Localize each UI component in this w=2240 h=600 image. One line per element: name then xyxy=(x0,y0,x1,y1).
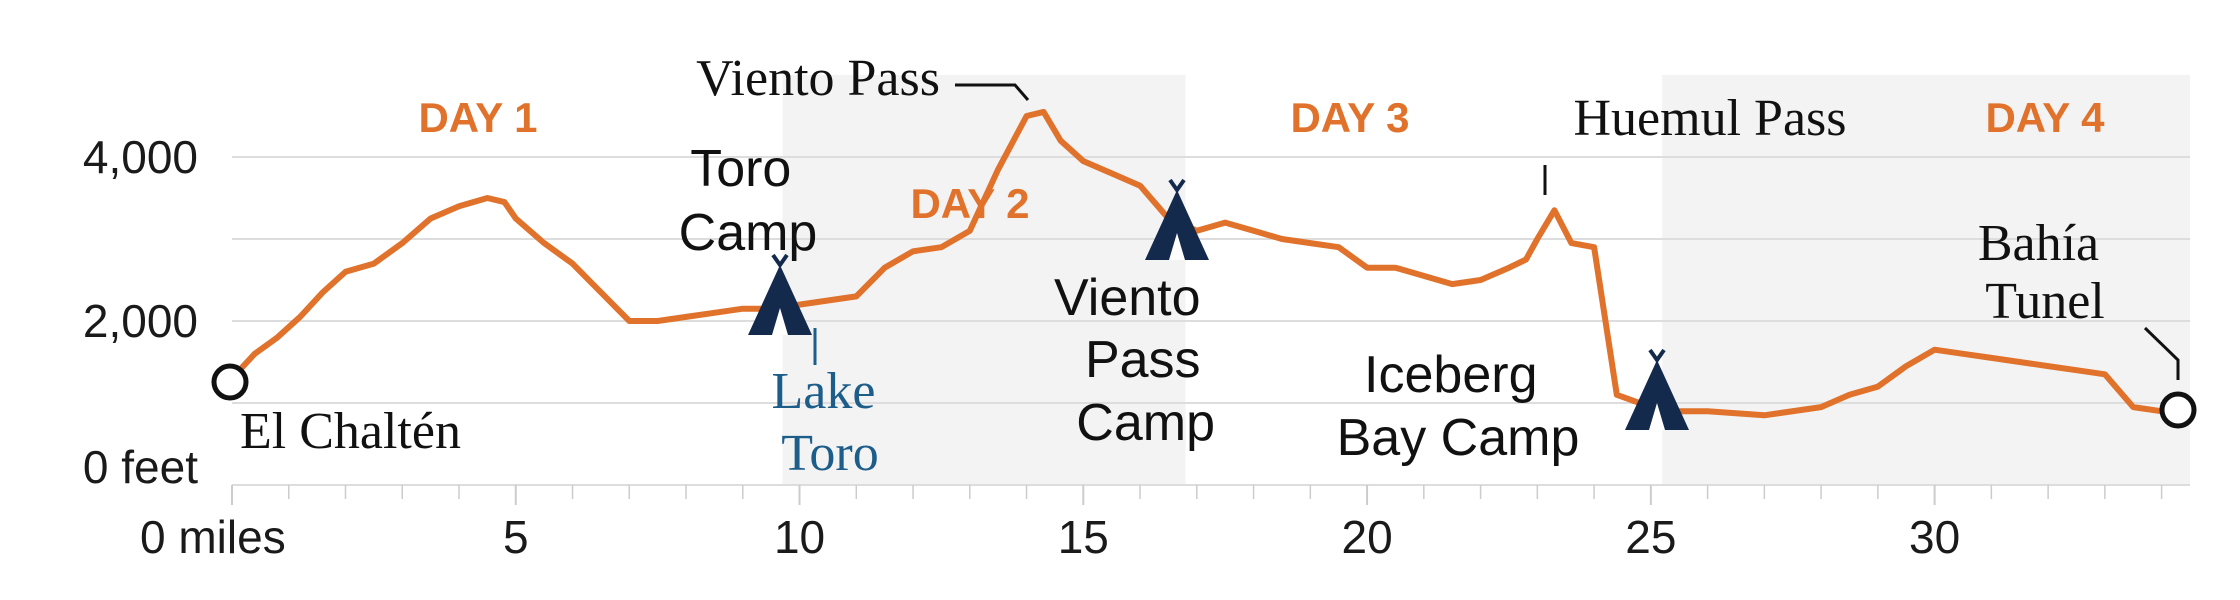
x-tick-label: 15 xyxy=(1058,511,1109,563)
day-label-3: DAY 3 xyxy=(1290,94,1409,141)
bahia-tunel-label: Bahía Tunel xyxy=(1978,215,2112,330)
day-label-1: DAY 1 xyxy=(418,94,537,141)
day-label-2: DAY 2 xyxy=(910,180,1029,227)
lake-toro-label: Lake Toro xyxy=(772,363,889,482)
y-tick-label: 4,000 xyxy=(83,131,198,183)
viento-pass-camp-label: Viento Pass Camp xyxy=(1054,269,1215,452)
viento-pass-label: Viento Pass xyxy=(696,50,940,107)
x-tick-label: 20 xyxy=(1341,511,1392,563)
y-tick-label: 2,000 xyxy=(83,295,198,347)
toro-camp-label: Toro Camp xyxy=(679,140,818,262)
day-labels: DAY 1 DAY 2 DAY 3 DAY 4 xyxy=(418,94,2105,227)
x-tick-label: 10 xyxy=(774,511,825,563)
bahia-tunel-leader xyxy=(2143,326,2180,380)
el-chalten-label: El Chaltén xyxy=(240,403,461,460)
iceberg-bay-camp-tent-icon xyxy=(1625,348,1689,430)
viento-pass-camp-tent-icon xyxy=(1145,178,1209,260)
huemul-pass-label: Huemul Pass xyxy=(1574,90,1847,147)
x-tick-label: 30 xyxy=(1909,511,1960,563)
day-label-4: DAY 4 xyxy=(1985,94,2105,141)
toro-camp-tent-icon xyxy=(748,253,812,335)
x-tick-label: 5 xyxy=(503,511,529,563)
end-point-marker xyxy=(2159,391,2197,429)
y-tick-label: 0 feet xyxy=(83,441,198,493)
viento-pass-leader xyxy=(955,83,1030,101)
start-point-marker xyxy=(211,363,249,401)
x-axis: 0 miles 5 10 15 20 25 30 xyxy=(140,485,2163,563)
y-axis: 0 feet 2,000 4,000 xyxy=(83,131,198,493)
gridlines xyxy=(232,156,2190,486)
x-tick-label: 25 xyxy=(1625,511,1676,563)
day-band-2 xyxy=(782,75,1186,485)
iceberg-bay-camp-label: Iceberg Bay Camp xyxy=(1337,346,1580,467)
x-tick-label: 0 miles xyxy=(140,511,286,563)
